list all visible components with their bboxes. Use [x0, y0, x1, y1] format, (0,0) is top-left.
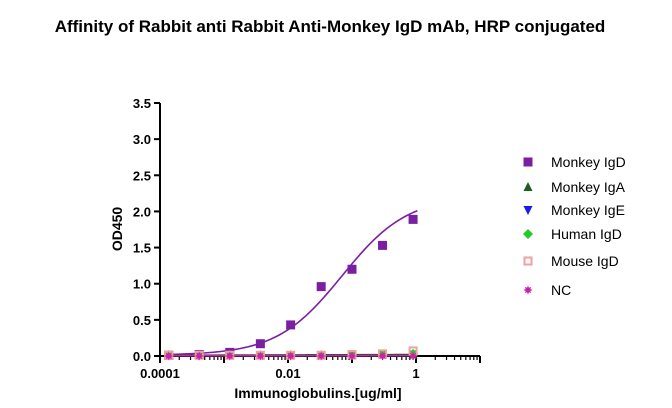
- y-tick-label: 1.0: [133, 277, 151, 292]
- monkey-igd-point: [286, 320, 296, 330]
- nc-point: [225, 351, 235, 361]
- human-igd-legend-label: Human IgD: [551, 226, 622, 242]
- nc-point: [378, 351, 388, 361]
- y-tick-label: 2.5: [133, 168, 151, 183]
- y-tick-label: 3.0: [133, 132, 151, 147]
- x-tick-label: 0.01: [275, 366, 300, 381]
- axes: 0.0 0.5 1.0 1.5 2.0 2.5 3.0 3.5 0.0001 0.01 1: [133, 96, 481, 381]
- monkey-ige-legend-label: Monkey IgE: [551, 202, 625, 218]
- monkey-igd-point: [408, 214, 418, 224]
- nc-point: [316, 351, 326, 361]
- nc-series: [164, 351, 418, 361]
- monkey-igd-point: [347, 264, 357, 274]
- monkey-igd-point: [255, 339, 265, 349]
- nc-legend-marker: [523, 285, 533, 295]
- y-tick-label: 2.0: [133, 204, 151, 219]
- chart-title: Affinity of Rabbit anti Rabbit Anti-Monk…: [55, 17, 606, 36]
- fit-curves: [166, 209, 418, 357]
- x-tick-label: 1: [412, 366, 419, 381]
- nc-point: [255, 351, 265, 361]
- x-tick-label: 0.0001: [140, 366, 180, 381]
- mouse-igd-legend-marker: [523, 256, 533, 266]
- monkey-igd-legend-marker: [523, 157, 533, 167]
- monkey-igd-point: [378, 240, 388, 250]
- y-tick-label: 3.5: [133, 96, 151, 111]
- nc-legend-label: NC: [551, 282, 571, 298]
- nc-point: [408, 351, 418, 361]
- legend: Monkey IgD Monkey IgA Monkey IgE Human IgD M…: [523, 154, 626, 298]
- monkey-iga-legend-label: Monkey IgA: [551, 179, 626, 195]
- nc-point: [347, 351, 357, 361]
- monkey-iga-legend-marker: [523, 182, 533, 191]
- data-points: [163, 214, 419, 361]
- monkey-igd-fit-curve: [166, 209, 418, 356]
- nc-point: [164, 351, 174, 361]
- y-tick-label: 0.0: [133, 349, 151, 364]
- x-axis-label: Immunoglobulins.[ug/ml]: [234, 385, 401, 401]
- y-axis-label: OD450: [109, 207, 125, 252]
- nc-point: [286, 351, 296, 361]
- monkey-igd-legend-label: Monkey IgD: [551, 154, 626, 170]
- nc-point: [194, 351, 204, 361]
- y-tick-label: 1.5: [133, 241, 151, 256]
- monkey-igd-series: [164, 214, 418, 360]
- monkey-igd-point: [316, 282, 326, 292]
- y-tick-label: 0.5: [133, 313, 151, 328]
- mouse-igd-legend-label: Mouse IgD: [551, 253, 619, 269]
- human-igd-legend-marker: [523, 229, 533, 239]
- monkey-ige-legend-marker: [523, 206, 533, 215]
